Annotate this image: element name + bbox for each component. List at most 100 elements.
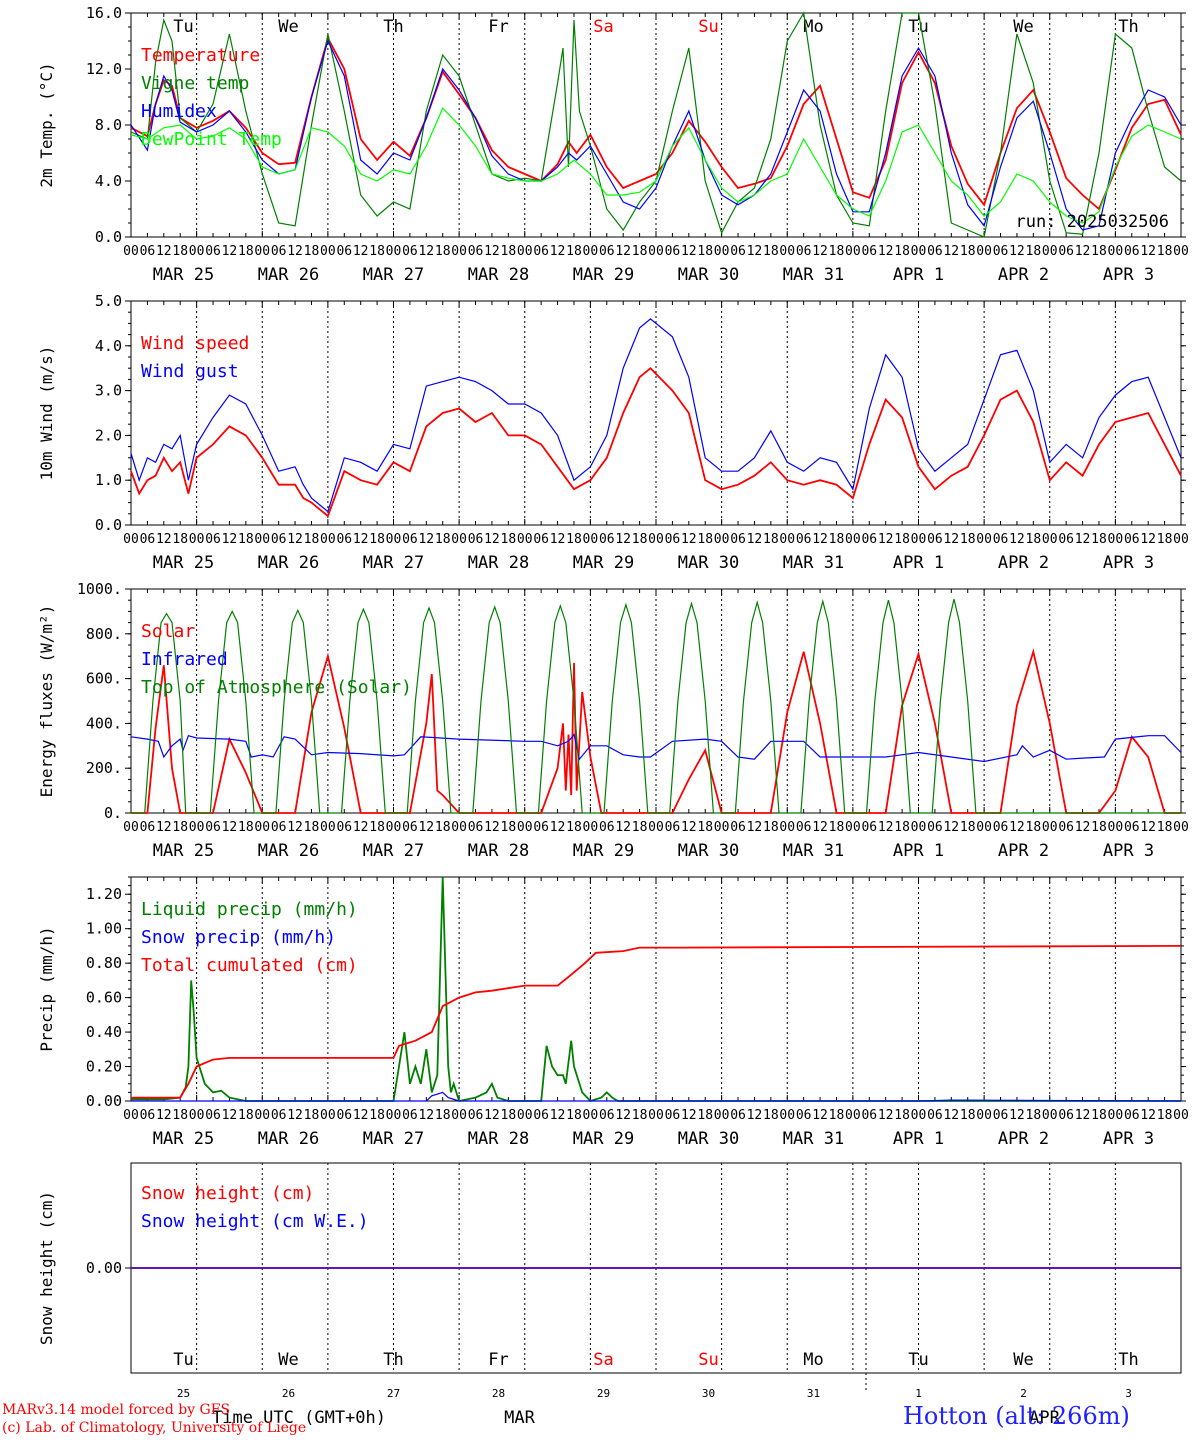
x-date-label: MAR 30	[678, 553, 739, 573]
x-date-label: MAR 29	[573, 553, 634, 573]
x-hour-label: 06	[271, 532, 287, 547]
x-date-label: MAR 25	[153, 1129, 214, 1149]
series-line-wind-speed	[130, 366, 1182, 518]
x-hour-label: 18	[1091, 244, 1107, 259]
legend-entry: Total cumulated (cm)	[141, 955, 358, 976]
x-hour-label: 12	[615, 1108, 631, 1123]
x-hour-label: 06	[468, 820, 484, 835]
x-hour-label: 18	[238, 532, 254, 547]
x-hour-label: 18	[697, 820, 713, 835]
x-hour-label: 12	[812, 820, 828, 835]
x-hour-label: 00	[320, 532, 336, 547]
x-hour-label: 06	[796, 244, 812, 259]
x-date-label: MAR 28	[468, 553, 529, 573]
x-hour-label: 00	[583, 532, 599, 547]
x-hour-label: 00	[1042, 532, 1058, 547]
legend-entry: Top of Atmosphere (Solar)	[141, 677, 412, 698]
x-hour-label: 00	[648, 244, 664, 259]
x-hour-label: 00	[320, 244, 336, 259]
x-hour-label: 06	[796, 1108, 812, 1123]
y-tick-label: 0.	[104, 804, 122, 822]
x-hour-label: 06	[927, 244, 943, 259]
x-hour-label: 06	[599, 532, 615, 547]
y-tick-label: 0.00	[86, 1259, 122, 1277]
month-label: MAR	[504, 1408, 535, 1428]
y-tick-label: 0.80	[86, 954, 122, 972]
x-hour-label: 00	[845, 244, 861, 259]
x-hour-label: 06	[796, 820, 812, 835]
y-tick-label: 2.0	[95, 426, 122, 444]
x-date-label: MAR 30	[678, 265, 739, 285]
x-hour-label: 12	[681, 244, 697, 259]
x-hour-label: 00	[123, 820, 139, 835]
x-hour-label: 12	[812, 1108, 828, 1123]
series-line-dewpoint-temp	[130, 107, 1182, 224]
x-hour-label: 18	[435, 1108, 451, 1123]
day-name-label: Th	[1118, 17, 1138, 37]
day-number-label: 27	[387, 1387, 400, 1400]
x-hour-label: 12	[550, 1108, 566, 1123]
day-name-label: We	[278, 1350, 298, 1370]
x-hour-label: 18	[632, 244, 648, 259]
x-hour-label: 18	[304, 1108, 320, 1123]
x-hour-label: 06	[271, 820, 287, 835]
x-hour-label: 18	[501, 1108, 517, 1123]
x-hour-label: 18	[894, 820, 910, 835]
x-hour-label: 00	[386, 1108, 402, 1123]
x-hour-label: 12	[747, 532, 763, 547]
x-hour-label: 00	[779, 1108, 795, 1123]
x-date-label: APR 3	[1103, 265, 1154, 285]
y-tick-label: 1.0	[95, 471, 122, 489]
x-hour-label: 06	[205, 1108, 221, 1123]
x-hour-label: 18	[697, 244, 713, 259]
x-hour-label: 18	[304, 244, 320, 259]
x-hour-label: 00	[1108, 532, 1124, 547]
x-hour-label: 06	[271, 1108, 287, 1123]
x-hour-label: 00	[583, 820, 599, 835]
y-tick-label: 1000.	[77, 580, 122, 598]
x-hour-label: 06	[861, 1108, 877, 1123]
x-hour-label: 06	[665, 820, 681, 835]
x-hour-label: 18	[501, 532, 517, 547]
y-axis-label: 10m Wind (m/s)	[37, 346, 56, 481]
x-hour-label: 18	[1157, 820, 1173, 835]
x-hour-label: 00	[845, 532, 861, 547]
x-hour-label: 12	[1009, 820, 1025, 835]
x-hour-label: 06	[1124, 532, 1140, 547]
x-hour-label: 12	[484, 820, 500, 835]
x-hour-label: 18	[369, 244, 385, 259]
x-hour-label: 18	[960, 244, 976, 259]
x-hour-label: 18	[960, 1108, 976, 1123]
x-hour-label: 00	[451, 820, 467, 835]
x-hour-label: 00	[451, 532, 467, 547]
day-name-label: Th	[1118, 1350, 1138, 1370]
x-hour-label: 18	[172, 1108, 188, 1123]
x-hour-label: 12	[747, 820, 763, 835]
y-tick-label: 800.	[86, 625, 122, 643]
x-hour-label: 18	[566, 244, 582, 259]
series-line-total-cumulated-cm	[131, 945, 1182, 1099]
x-date-label: MAR 25	[153, 265, 214, 285]
y-axis-label: Energy fluxes (W/m²)	[37, 605, 56, 798]
x-hour-label: 00	[386, 244, 402, 259]
day-name-label: Tu	[173, 1350, 193, 1370]
x-hour-label: 06	[468, 532, 484, 547]
x-hour-label: 00	[845, 1108, 861, 1123]
x-date-label: MAR 28	[468, 841, 529, 861]
x-hour-label: 12	[484, 1108, 500, 1123]
x-hour-label: 18	[1091, 1108, 1107, 1123]
x-date-label: MAR 27	[363, 265, 424, 285]
x-hour-label: 06	[205, 532, 221, 547]
x-hour-label: 18	[501, 820, 517, 835]
x-hour-label: 12	[943, 820, 959, 835]
day-name-label: Sa	[593, 1350, 613, 1370]
x-hour-label: 06	[927, 532, 943, 547]
day-number-label: 25	[177, 1387, 190, 1400]
x-hour-label: 00	[779, 244, 795, 259]
x-hour-label: 12	[878, 820, 894, 835]
x-hour-label: 00	[517, 820, 533, 835]
legend-entry: Liquid precip (mm/h)	[141, 899, 358, 920]
x-hour-label: 12	[418, 244, 434, 259]
x-hour-label: 00	[123, 532, 139, 547]
